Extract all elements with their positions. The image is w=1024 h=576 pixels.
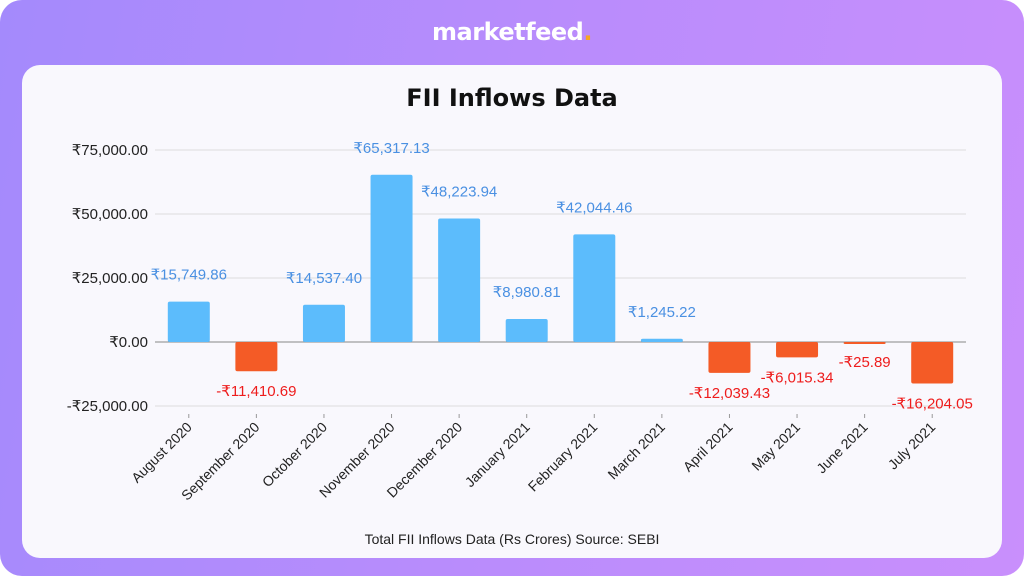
data-label: ₹42,044.46 <box>556 199 632 216</box>
y-tick-label: ₹25,000.00 <box>72 270 148 287</box>
x-tick-label: May 2021 <box>748 419 803 474</box>
bar <box>911 342 954 384</box>
x-tick-label: February 2021 <box>525 419 601 495</box>
bar <box>505 319 548 342</box>
bar <box>235 342 278 372</box>
data-label: ₹48,223.94 <box>421 184 497 201</box>
data-label: -₹25.89 <box>839 354 891 371</box>
x-tick-label: January 2021 <box>462 419 533 490</box>
y-tick-label: -₹25,000.00 <box>67 398 148 415</box>
data-label: ₹15,749.86 <box>151 267 227 284</box>
x-tick-label: June 2021 <box>813 419 871 477</box>
bar <box>843 342 886 344</box>
brand-name: marketfeed <box>432 18 584 46</box>
bar <box>640 338 683 342</box>
chart-footer: Total FII Inflows Data (Rs Crores) Sourc… <box>364 531 660 547</box>
bar <box>573 234 616 342</box>
data-label: -₹12,039.43 <box>689 385 770 402</box>
data-label: -₹11,410.69 <box>216 383 296 400</box>
y-tick-label: ₹50,000.00 <box>72 206 148 223</box>
y-tick-label: ₹0.00 <box>109 334 148 351</box>
y-tick-label: ₹75,000.00 <box>72 142 148 159</box>
data-label: ₹8,980.81 <box>493 284 561 301</box>
chart-title: FII Inflows Data <box>406 84 618 112</box>
x-tick-label: August 2020 <box>128 419 195 486</box>
bar <box>776 342 819 358</box>
x-tick-label: October 2020 <box>259 419 330 490</box>
bar <box>167 301 210 342</box>
brand-dot: . <box>583 18 592 46</box>
bar <box>708 342 751 373</box>
data-label: -₹6,015.34 <box>761 369 834 386</box>
x-tick-label: April 2021 <box>680 419 736 475</box>
bar <box>302 304 345 342</box>
x-tick-label: July 2021 <box>885 419 939 473</box>
x-tick-label: March 2021 <box>604 419 668 483</box>
brand-logo: marketfeed. <box>0 18 1024 46</box>
data-label: ₹14,537.40 <box>286 270 362 287</box>
bar <box>438 218 481 342</box>
bar <box>370 174 413 342</box>
data-label: -₹16,204.05 <box>892 395 973 412</box>
data-label: ₹65,317.13 <box>353 140 429 157</box>
data-label: ₹1,245.22 <box>628 304 696 321</box>
